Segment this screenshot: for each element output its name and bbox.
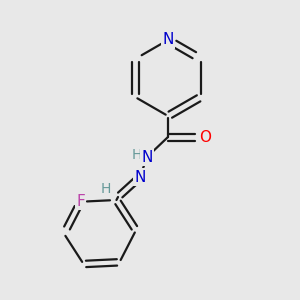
Text: N: N [134, 169, 146, 184]
Text: H: H [132, 148, 142, 162]
Text: N: N [141, 149, 153, 164]
Text: O: O [199, 130, 211, 145]
Text: N: N [162, 32, 174, 47]
Text: H: H [101, 182, 111, 196]
Text: F: F [76, 194, 85, 209]
